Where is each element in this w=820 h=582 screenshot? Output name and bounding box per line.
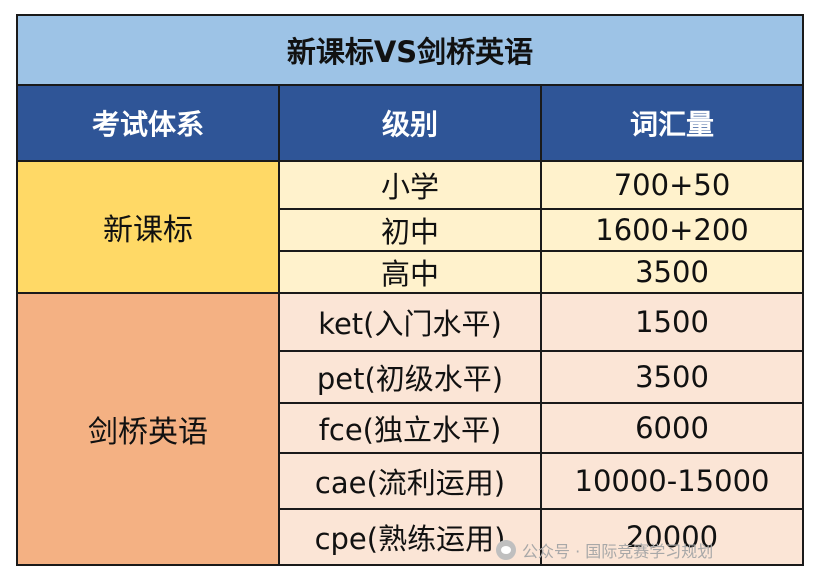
level-cell: cae(流利运用) xyxy=(280,454,542,510)
group-new-curriculum: 新课标 xyxy=(18,162,280,294)
vocab-cell: 6000 xyxy=(542,404,802,454)
header-vocabulary: 词汇量 xyxy=(542,86,802,162)
level-cell: ket(入门水平) xyxy=(280,294,542,352)
header-exam-system: 考试体系 xyxy=(18,86,280,162)
group-cambridge-english: 剑桥英语 xyxy=(18,294,280,564)
comparison-table: 新课标VS剑桥英语 考试体系 级别 词汇量 新课标 小学 700+50 初中 1… xyxy=(16,14,804,566)
watermark: 公众号 · 国际竞赛学习规划 xyxy=(496,536,713,564)
vocab-cell: 1500 xyxy=(542,294,802,352)
watermark-text: 公众号 · 国际竞赛学习规划 xyxy=(522,542,714,561)
level-cell: fce(独立水平) xyxy=(280,404,542,454)
vocab-cell: 1600+200 xyxy=(542,210,802,252)
vocab-cell: 700+50 xyxy=(542,162,802,210)
level-cell: 初中 xyxy=(280,210,542,252)
vocab-cell: 3500 xyxy=(542,352,802,404)
vocab-cell: 3500 xyxy=(542,252,802,294)
vocab-cell: 20000 xyxy=(542,510,802,564)
level-cell: pet(初级水平) xyxy=(280,352,542,404)
table-title: 新课标VS剑桥英语 xyxy=(18,16,802,86)
wechat-icon xyxy=(496,540,516,560)
level-cell: cpe(熟练运用) xyxy=(280,510,542,564)
level-cell: 高中 xyxy=(280,252,542,294)
header-level: 级别 xyxy=(280,86,542,162)
vocab-cell: 10000-15000 xyxy=(542,454,802,510)
level-cell: 小学 xyxy=(280,162,542,210)
